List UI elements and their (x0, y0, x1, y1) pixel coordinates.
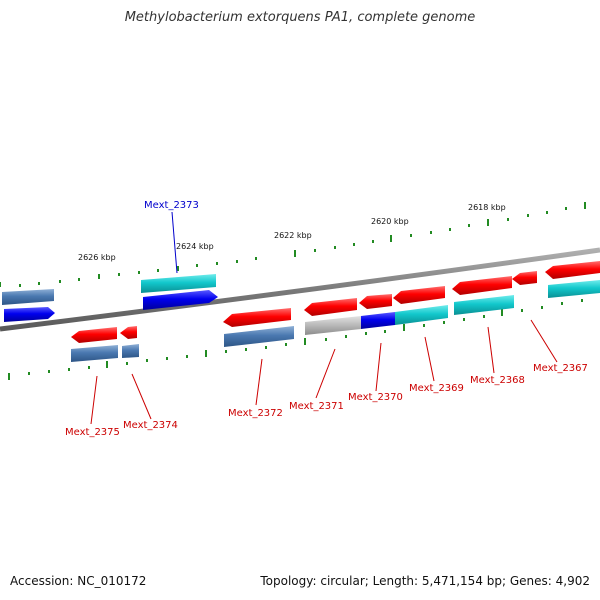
forward-strand-features (2, 274, 218, 322)
tick-label-2626: 2626 kbp (78, 253, 116, 262)
accession-text: Accession: NC_010172 (10, 574, 147, 588)
gene-label-mext-2367[interactable]: Mext_2367 (533, 363, 588, 374)
gene-label-mext-2375[interactable]: Mext_2375 (65, 427, 120, 438)
gene-label-mext-2368[interactable]: Mext_2368 (470, 375, 525, 386)
tick-label-2622: 2622 kbp (274, 231, 312, 240)
gene-feature-mext-2373[interactable] (143, 290, 218, 310)
gene-feature-mext-2368[interactable] (452, 276, 512, 295)
map-title: Methylobacterium extorquens PA1, complet… (124, 10, 476, 25)
gene-label-mext-2374[interactable]: Mext_2374 (123, 420, 178, 431)
gene-feature-mext-2372[interactable] (224, 326, 294, 347)
gene-feature[interactable] (4, 307, 55, 322)
gene-feature-mext-2373[interactable] (141, 274, 216, 293)
genome-summary-text: Topology: circular; Length: 5,471,154 bp… (260, 574, 590, 588)
tick-label-2624: 2624 kbp (176, 242, 214, 251)
gene-feature-mext-2367[interactable] (548, 280, 600, 298)
gene-feature-mext-2370[interactable] (361, 312, 395, 329)
gene-label-mext-2371[interactable]: Mext_2371 (289, 401, 344, 412)
gene-feature-mext-2375[interactable] (71, 327, 117, 343)
tick-label-2620: 2620 kbp (371, 217, 409, 226)
reverse-strand-features (71, 261, 600, 362)
label-leader-lines (90, 211, 558, 425)
tick-label-2618: 2618 kbp (468, 203, 506, 212)
gene-label-mext-2372[interactable]: Mext_2372 (228, 408, 283, 419)
gene-feature-mext-2371[interactable] (305, 316, 361, 335)
gene-feature-mext-2370[interactable] (359, 294, 392, 309)
genome-backbone (0, 247, 600, 332)
gene-feature-mext-2368[interactable] (454, 295, 514, 315)
gene-feature-mext-2375[interactable] (71, 345, 118, 362)
gene-label-mext-2369[interactable]: Mext_2369 (409, 383, 464, 394)
gene-label-mext-2370[interactable]: Mext_2370 (348, 392, 403, 403)
gene-feature[interactable] (2, 289, 54, 305)
gene-feature-mext-2372[interactable] (223, 308, 291, 327)
gene-feature-mext-2369[interactable] (393, 286, 445, 304)
gene-feature-mext-2367[interactable] (545, 261, 600, 279)
inner-tick-marks (8, 299, 583, 380)
gene-feature-mext-2369[interactable] (395, 305, 448, 325)
outer-tick-marks (0, 202, 586, 287)
gene-feature-mext-2371[interactable] (304, 298, 357, 316)
gene-feature-mext-2374[interactable] (120, 326, 137, 339)
gene-feature-mext-2374[interactable] (122, 344, 139, 358)
gene-feature[interactable] (512, 271, 537, 285)
gene-label-mext-2373[interactable]: Mext_2373 (144, 200, 199, 211)
